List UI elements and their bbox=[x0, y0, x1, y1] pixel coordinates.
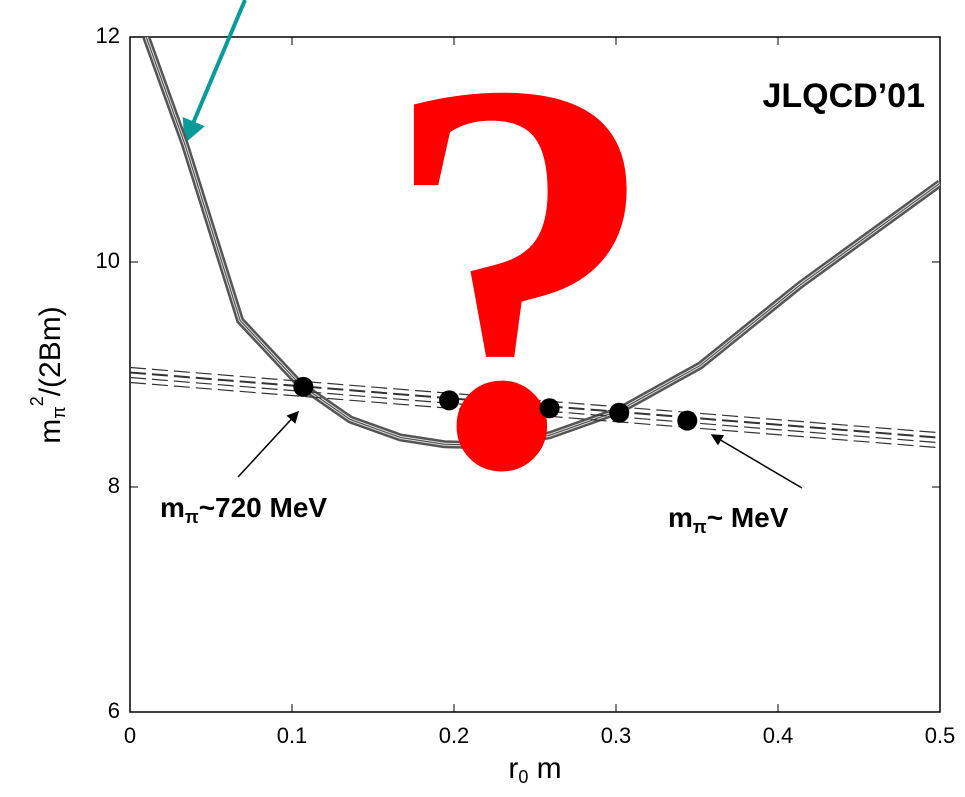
y-tick-label: 10 bbox=[96, 248, 120, 273]
chart-title: JLQCD’01 bbox=[763, 77, 926, 115]
dashed-band-line bbox=[130, 371, 940, 439]
dashed-band-line bbox=[130, 366, 940, 434]
y-axis-label-part: m bbox=[34, 419, 67, 444]
annotation-part: m bbox=[668, 502, 693, 533]
data-point bbox=[609, 402, 630, 423]
x-tick-label: 0.3 bbox=[601, 723, 632, 748]
data-point bbox=[677, 410, 698, 431]
annotation-part: m bbox=[160, 492, 185, 523]
y-tick-label: 6 bbox=[108, 698, 120, 723]
y-axis-label: mπ2/(2Bm) bbox=[27, 306, 69, 443]
annotation-arrow bbox=[710, 434, 803, 489]
y-axis-label-part: 2 bbox=[27, 396, 47, 406]
annotation-arrow bbox=[237, 410, 300, 478]
y-axis-label-part: π bbox=[49, 406, 69, 418]
y-tick-label: 12 bbox=[96, 23, 120, 48]
x-tick-label: 0.2 bbox=[439, 723, 470, 748]
x-axis-label-part: m bbox=[528, 752, 561, 785]
annotation: mπ~720 MeV bbox=[160, 492, 327, 526]
x-axis-label-part: 0 bbox=[518, 767, 528, 787]
y-axis-label-part: /(2Bm) bbox=[34, 306, 67, 396]
x-tick-label: 0.5 bbox=[925, 723, 956, 748]
annotation-part: ~ MeV bbox=[707, 502, 789, 533]
curve-center bbox=[145, 37, 940, 446]
x-axis-label: r0 m bbox=[508, 752, 561, 787]
annotation-part: π bbox=[693, 517, 707, 537]
annotation-part: ~720 MeV bbox=[199, 492, 328, 523]
dashed-band-line bbox=[130, 376, 940, 444]
data-point bbox=[439, 390, 460, 411]
data-point bbox=[539, 398, 560, 419]
pointer-arrow bbox=[182, 0, 247, 144]
dashed-band-line bbox=[130, 381, 940, 449]
x-tick-label: 0.4 bbox=[763, 723, 794, 748]
y-tick-label: 8 bbox=[108, 473, 120, 498]
annotation: mπ~ MeV bbox=[668, 502, 789, 536]
plot-frame bbox=[129, 36, 941, 713]
question-mark: ? bbox=[380, 0, 660, 586]
data-point bbox=[293, 376, 314, 397]
annotation-part: π bbox=[185, 507, 199, 527]
x-axis-label-part: r bbox=[508, 752, 518, 785]
x-tick-label: 0.1 bbox=[277, 723, 308, 748]
x-tick-label: 0 bbox=[124, 723, 136, 748]
